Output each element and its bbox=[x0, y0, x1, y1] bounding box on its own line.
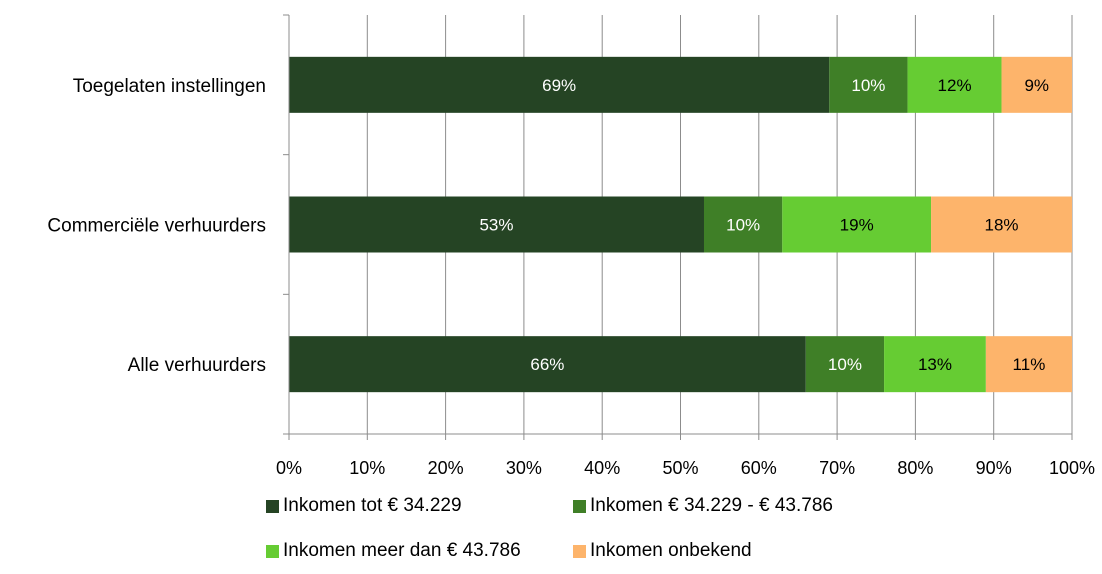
category-labels: Toegelaten instellingen Commerciële verhu… bbox=[47, 76, 266, 376]
bar-segment bbox=[805, 336, 885, 393]
data-label: 53% bbox=[479, 216, 513, 235]
bar-segment bbox=[884, 336, 986, 393]
category-label: Toegelaten instellingen bbox=[73, 76, 266, 97]
x-tick-label: 20% bbox=[428, 458, 464, 478]
x-tick-label: 60% bbox=[741, 458, 777, 478]
bar-segment bbox=[931, 196, 1072, 253]
data-label: 19% bbox=[840, 216, 874, 235]
bar-segment bbox=[907, 56, 1002, 113]
x-tick-label: 90% bbox=[976, 458, 1012, 478]
data-label: 18% bbox=[985, 216, 1019, 235]
data-label: 11% bbox=[1013, 355, 1046, 374]
data-label: 10% bbox=[726, 216, 760, 235]
bar-segment bbox=[289, 336, 806, 393]
bar-segment bbox=[289, 56, 830, 113]
data-label: 10% bbox=[828, 355, 862, 374]
bar-segment bbox=[829, 56, 908, 113]
bar-segment bbox=[1001, 56, 1072, 113]
x-tick-label: 80% bbox=[897, 458, 933, 478]
axes bbox=[283, 14, 1073, 440]
data-label: 69% bbox=[542, 76, 576, 95]
x-tick-labels: 0% 10% 20% 30% 40% 50% 60% 70% 80% 90% 100% bbox=[276, 458, 1095, 478]
x-tick-label: 70% bbox=[819, 458, 855, 478]
data-label: 66% bbox=[530, 355, 564, 374]
data-label: 12% bbox=[938, 76, 972, 95]
data-label: 10% bbox=[851, 76, 885, 95]
bar-segment bbox=[985, 336, 1072, 393]
x-tick-label: 10% bbox=[349, 458, 385, 478]
data-label: 9% bbox=[1024, 76, 1049, 95]
bar-segment bbox=[703, 196, 783, 253]
x-tick-label: 0% bbox=[276, 458, 302, 478]
category-label: Alle verhuurders bbox=[128, 355, 266, 376]
bar-segment bbox=[782, 196, 932, 253]
data-label: 13% bbox=[918, 355, 952, 374]
x-tick-label: 40% bbox=[584, 458, 620, 478]
x-tick-label: 100% bbox=[1049, 458, 1095, 478]
bar-segment bbox=[289, 196, 704, 253]
x-tick-label: 50% bbox=[662, 458, 698, 478]
x-tick-label: 30% bbox=[506, 458, 542, 478]
category-label: Commerciële verhuurders bbox=[47, 216, 266, 237]
bar-segments: 69% 10% 12% 9% 53% 10% 19% 18% 66% 10% 13% 11% bbox=[289, 56, 1072, 393]
